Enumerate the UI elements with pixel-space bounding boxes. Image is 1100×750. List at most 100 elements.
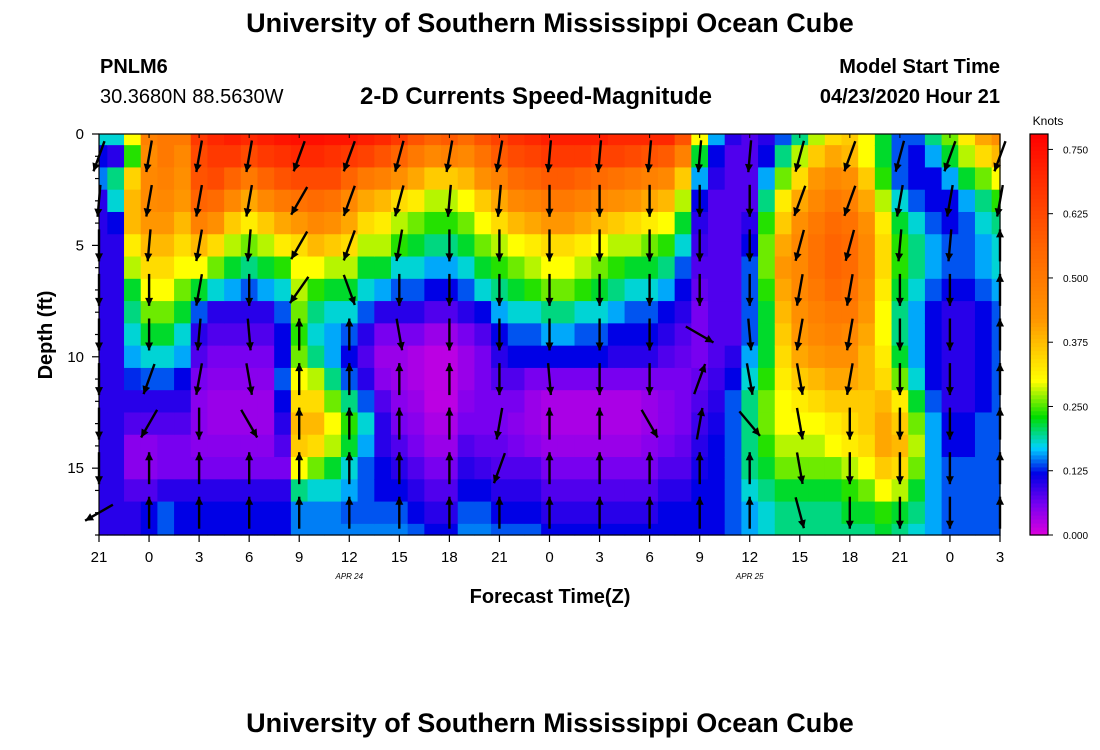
heatmap-cell bbox=[274, 390, 292, 414]
current-arrow bbox=[546, 362, 555, 396]
heatmap-cell bbox=[758, 367, 776, 391]
heatmap-cell bbox=[190, 434, 209, 458]
heatmap-cell bbox=[240, 523, 259, 536]
heatmap-cell bbox=[507, 167, 526, 191]
heatmap-cell bbox=[824, 256, 843, 280]
colorbar-cell bbox=[1030, 390, 1048, 396]
heatmap-cell bbox=[357, 167, 375, 191]
heatmap-cell bbox=[758, 301, 776, 324]
heatmap-cell bbox=[574, 167, 592, 191]
current-arrow bbox=[595, 407, 604, 440]
heatmap-cell bbox=[607, 390, 626, 414]
heatmap-cell bbox=[99, 211, 108, 235]
heatmap-cell bbox=[474, 345, 492, 369]
heatmap-cell bbox=[908, 412, 926, 436]
heatmap-cell bbox=[507, 134, 526, 146]
current-arrow bbox=[693, 363, 707, 395]
x-tick-label: 15 bbox=[791, 549, 808, 566]
heatmap-cell bbox=[541, 167, 559, 191]
heatmap-cell bbox=[741, 479, 759, 503]
colorbar-cell bbox=[1030, 394, 1048, 400]
heatmap-cell bbox=[424, 412, 442, 436]
heatmap-cell bbox=[724, 234, 742, 258]
heatmap-cell bbox=[941, 256, 959, 280]
heatmap-cell bbox=[974, 211, 993, 235]
heatmap-cell bbox=[124, 479, 142, 503]
heatmap-cell bbox=[224, 278, 242, 302]
heatmap-cell bbox=[674, 211, 692, 235]
heatmap-cell bbox=[607, 189, 626, 213]
heatmap-cell bbox=[524, 367, 542, 391]
colorbar-cell bbox=[1030, 246, 1048, 251]
colorbar-cell bbox=[1030, 154, 1048, 159]
heatmap-cell bbox=[257, 501, 275, 525]
current-arrow bbox=[445, 273, 454, 306]
heatmap-cell bbox=[524, 345, 542, 369]
heatmap-cell bbox=[557, 479, 576, 503]
heatmap-cell bbox=[974, 434, 993, 458]
heatmap-cell bbox=[858, 323, 876, 347]
current-arrow bbox=[745, 140, 753, 173]
heatmap-cell bbox=[124, 323, 142, 347]
heatmap-cell bbox=[507, 479, 526, 503]
current-arrow bbox=[794, 318, 804, 351]
model-start-label: Model Start Time bbox=[839, 56, 1000, 78]
current-arrow bbox=[395, 273, 404, 306]
heatmap-cell bbox=[324, 523, 342, 536]
heatmap-cell bbox=[891, 390, 909, 414]
heatmap-cell bbox=[824, 523, 843, 536]
heatmap-cell bbox=[99, 345, 108, 369]
heatmap-cell bbox=[624, 211, 642, 235]
heatmap-cell bbox=[224, 479, 242, 503]
heatmap-cell bbox=[157, 189, 175, 213]
heatmap-cell bbox=[107, 323, 125, 347]
x-tick-label: 6 bbox=[645, 549, 653, 566]
heatmap-cell bbox=[324, 145, 342, 169]
heatmap-cell bbox=[841, 434, 859, 458]
heatmap-cell bbox=[774, 434, 793, 458]
heatmap-cell bbox=[224, 367, 242, 391]
heatmap-cell bbox=[557, 345, 576, 369]
heatmap-cell bbox=[157, 256, 175, 280]
colorbar-cell bbox=[1030, 206, 1048, 211]
current-arrow bbox=[342, 185, 356, 217]
heatmap-cell bbox=[624, 390, 642, 414]
heatmap-cell bbox=[591, 211, 609, 235]
heatmap-cell bbox=[791, 523, 809, 536]
heatmap-cell bbox=[207, 523, 225, 536]
heatmap-cell bbox=[124, 412, 142, 436]
heatmap-cell bbox=[257, 189, 275, 213]
heatmap-cell bbox=[574, 134, 592, 146]
heatmap-cell bbox=[858, 523, 876, 536]
heatmap-cell bbox=[507, 323, 526, 347]
colorbar-cell bbox=[1030, 310, 1048, 316]
heatmap-cell bbox=[207, 323, 225, 347]
heatmap-cell bbox=[457, 234, 476, 258]
colorbar-cell bbox=[1030, 386, 1048, 392]
heatmap-cell bbox=[941, 345, 959, 369]
heatmap-cell bbox=[824, 434, 843, 458]
heatmap-cell bbox=[307, 256, 325, 280]
heatmap-cell bbox=[874, 278, 893, 302]
heatmap-cell bbox=[324, 367, 342, 391]
heatmap-cell bbox=[624, 479, 642, 503]
colorbar-cell bbox=[1030, 450, 1048, 456]
heatmap-cell bbox=[357, 256, 375, 280]
heatmap-cell bbox=[657, 501, 676, 525]
colorbar-cell bbox=[1030, 158, 1048, 163]
heatmap-cell bbox=[190, 256, 209, 280]
heatmap-cell bbox=[424, 234, 442, 258]
heatmap-cell bbox=[874, 457, 893, 480]
heatmap-cell bbox=[758, 434, 776, 458]
colorbar-cell bbox=[1030, 362, 1048, 368]
heatmap-cell bbox=[257, 234, 275, 258]
heatmap-cell bbox=[99, 234, 108, 258]
heatmap-cell bbox=[107, 167, 125, 191]
heatmap-cell bbox=[824, 301, 843, 324]
heatmap-cell bbox=[99, 501, 108, 525]
colorbar-cell bbox=[1030, 326, 1048, 332]
heatmap-cell bbox=[858, 134, 876, 146]
heatmap-cell bbox=[924, 134, 943, 146]
heatmap-cell bbox=[124, 134, 142, 146]
current-arrow bbox=[195, 407, 204, 440]
